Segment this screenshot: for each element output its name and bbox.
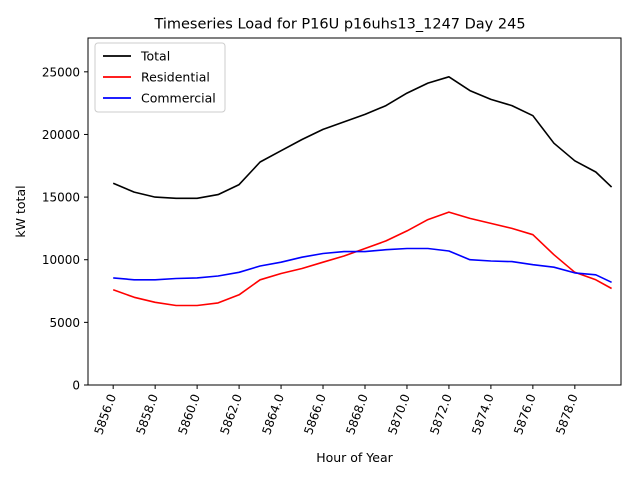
legend: Total Residential Commercial [94,42,226,113]
y-tick-label: 20000 [42,128,80,142]
y-tick-label: 10000 [42,253,80,267]
y-tick-group: 0 5000 10000 15000 20000 25000 [42,65,88,393]
x-axis-label: Hour of Year [316,450,393,465]
x-tick-label: 5866.0 [301,392,329,436]
series-line-total [112,76,613,200]
legend-label-total: Total [140,49,170,64]
y-tick-label: 25000 [42,65,80,79]
plot-frame [87,37,622,386]
legend-label-residential: Residential [141,70,210,85]
x-tick-label: 5858.0 [133,392,161,436]
x-tick-group: 5856.0 5858.0 5860.0 5862.0 5864.0 5866.0 5868… [91,385,581,436]
x-tick-label: 5868.0 [343,392,371,436]
x-tick-label: 5860.0 [175,392,203,436]
series-layer [112,76,613,307]
y-axis-label: kW total [13,185,28,237]
legend-box [94,42,226,113]
x-tick-label: 5870.0 [385,392,413,436]
x-tick-label: 5864.0 [259,392,287,436]
y-tick-label: 15000 [42,191,80,205]
y-tick-label: 5000 [49,316,80,330]
x-tick-label: 5876.0 [511,392,539,436]
x-tick-label: 5856.0 [91,392,119,436]
x-tick-label: 5874.0 [469,392,497,436]
x-tick-label: 5862.0 [217,392,245,436]
series-line-commercial [113,247,612,284]
series-line-residential [112,211,612,307]
x-tick-label: 5872.0 [427,392,455,436]
y-tick-label: 0 [72,379,80,393]
chart-title: Timeseries Load for P16U p16uhs13_1247 D… [153,17,525,33]
x-tick-label: 5878.0 [553,392,581,436]
legend-label-commercial: Commercial [141,91,216,106]
